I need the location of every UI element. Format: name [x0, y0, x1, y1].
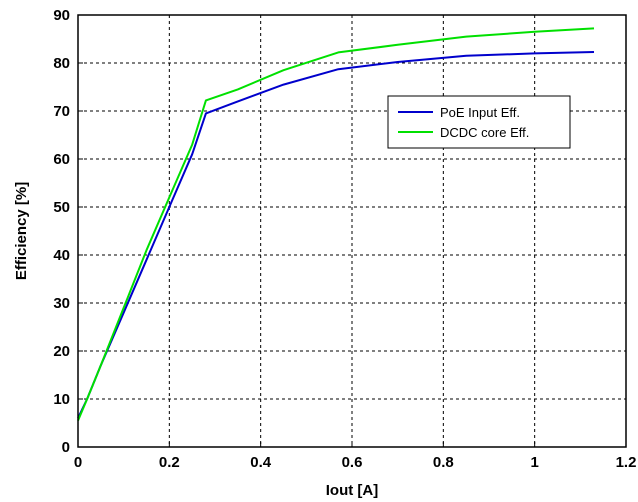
- y-tick-label: 0: [62, 439, 70, 456]
- y-tick-label: 20: [53, 343, 70, 360]
- series-lines: [77, 27, 595, 421]
- x-tick-label: 0: [74, 454, 82, 471]
- legend-label-0: PoE Input Eff.: [440, 105, 520, 120]
- legend: PoE Input Eff. DCDC core Eff.: [387, 95, 571, 149]
- y-tick-label: 60: [53, 151, 70, 168]
- x-tick-label: 0.4: [250, 454, 272, 471]
- legend-label-1: DCDC core Eff.: [440, 125, 529, 140]
- y-tick-label: 10: [53, 391, 70, 408]
- x-tick-label: 1: [530, 454, 538, 471]
- y-tick-label: 50: [53, 199, 70, 216]
- series-line-1: [77, 27, 595, 421]
- x-axis-title: Iout [A]: [326, 482, 378, 499]
- x-tick-label: 0.6: [342, 454, 363, 471]
- y-tick-label: 30: [53, 295, 70, 312]
- y-tick-label: 80: [53, 55, 70, 72]
- y-tick-label: 90: [53, 7, 70, 24]
- x-tick-label: 1.2: [616, 454, 637, 471]
- x-tick-label: 0.8: [433, 454, 454, 471]
- y-tick-label: 40: [53, 247, 70, 264]
- y-tick-label: 70: [53, 103, 70, 120]
- grid-lines: [78, 15, 626, 447]
- y-axis-title: Efficiency [%]: [13, 182, 30, 280]
- legend-box: [387, 95, 571, 149]
- x-tick-label: 0.2: [159, 454, 180, 471]
- axis-ticks: 0 0.2 0.4 0.6 0.8 1 1.2 0 10 20 30 40 50 60 70 80 90: [53, 7, 636, 471]
